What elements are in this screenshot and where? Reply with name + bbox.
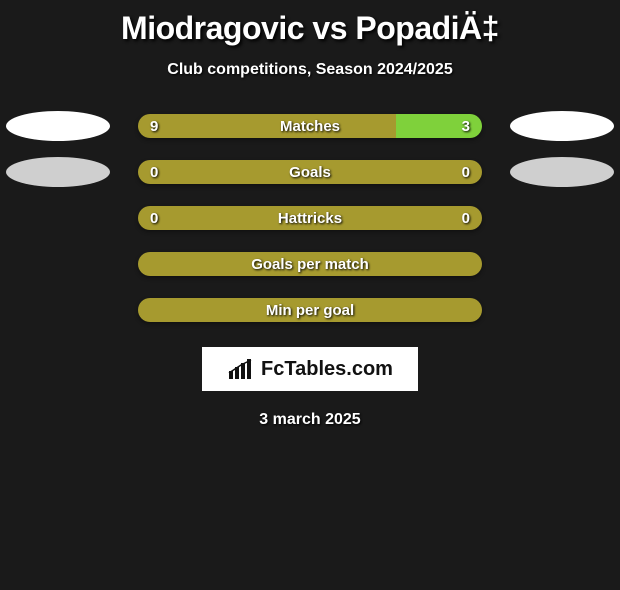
stat-bar: Hattricks0 0 [138,206,482,230]
player-right-marker [510,157,614,187]
page-title: Miodragovic vs PopadiÄ‡ [0,10,620,47]
bar-metric-label: Matches [138,114,482,138]
stat-row: Goals per match [0,241,620,287]
player-left-marker [6,157,110,187]
bar-value-right: 3 [462,114,470,138]
bar-value-left: 0 [150,206,158,230]
player-left-marker [6,111,110,141]
date-label: 3 march 2025 [0,411,620,429]
player-left-marker [6,203,110,233]
bar-value-left: 9 [150,114,158,138]
stat-rows: Matches93Goals00Hattricks00Goals per mat… [0,103,620,333]
stat-row: Goals0 0 [0,149,620,195]
bar-value-right: 0 [462,160,470,184]
bar-metric-label: Goals per match [138,252,482,276]
stat-row: Matches9 3 [0,103,620,149]
bar-metric-label: Min per goal [138,298,482,322]
player-left-marker [6,295,110,325]
stat-bar: Matches9 3 [138,114,482,138]
player-right-marker [510,295,614,325]
bar-metric-label: Goals [138,160,482,184]
player-right-marker [510,203,614,233]
stat-bar: Goals0 0 [138,160,482,184]
bar-value-right: 0 [462,206,470,230]
stat-row: Min per goal [0,287,620,333]
subtitle: Club competitions, Season 2024/2025 [0,61,620,79]
logo-badge: FcTables.com [202,347,418,391]
stat-row: Hattricks0 0 [0,195,620,241]
bars-icon [227,357,255,381]
player-right-marker [510,111,614,141]
stat-bar: Min per goal [138,298,482,322]
player-left-marker [6,249,110,279]
bar-value-left: 0 [150,160,158,184]
player-right-marker [510,249,614,279]
stat-bar: Goals per match [138,252,482,276]
logo-text: FcTables.com [261,358,393,381]
bar-metric-label: Hattricks [138,206,482,230]
